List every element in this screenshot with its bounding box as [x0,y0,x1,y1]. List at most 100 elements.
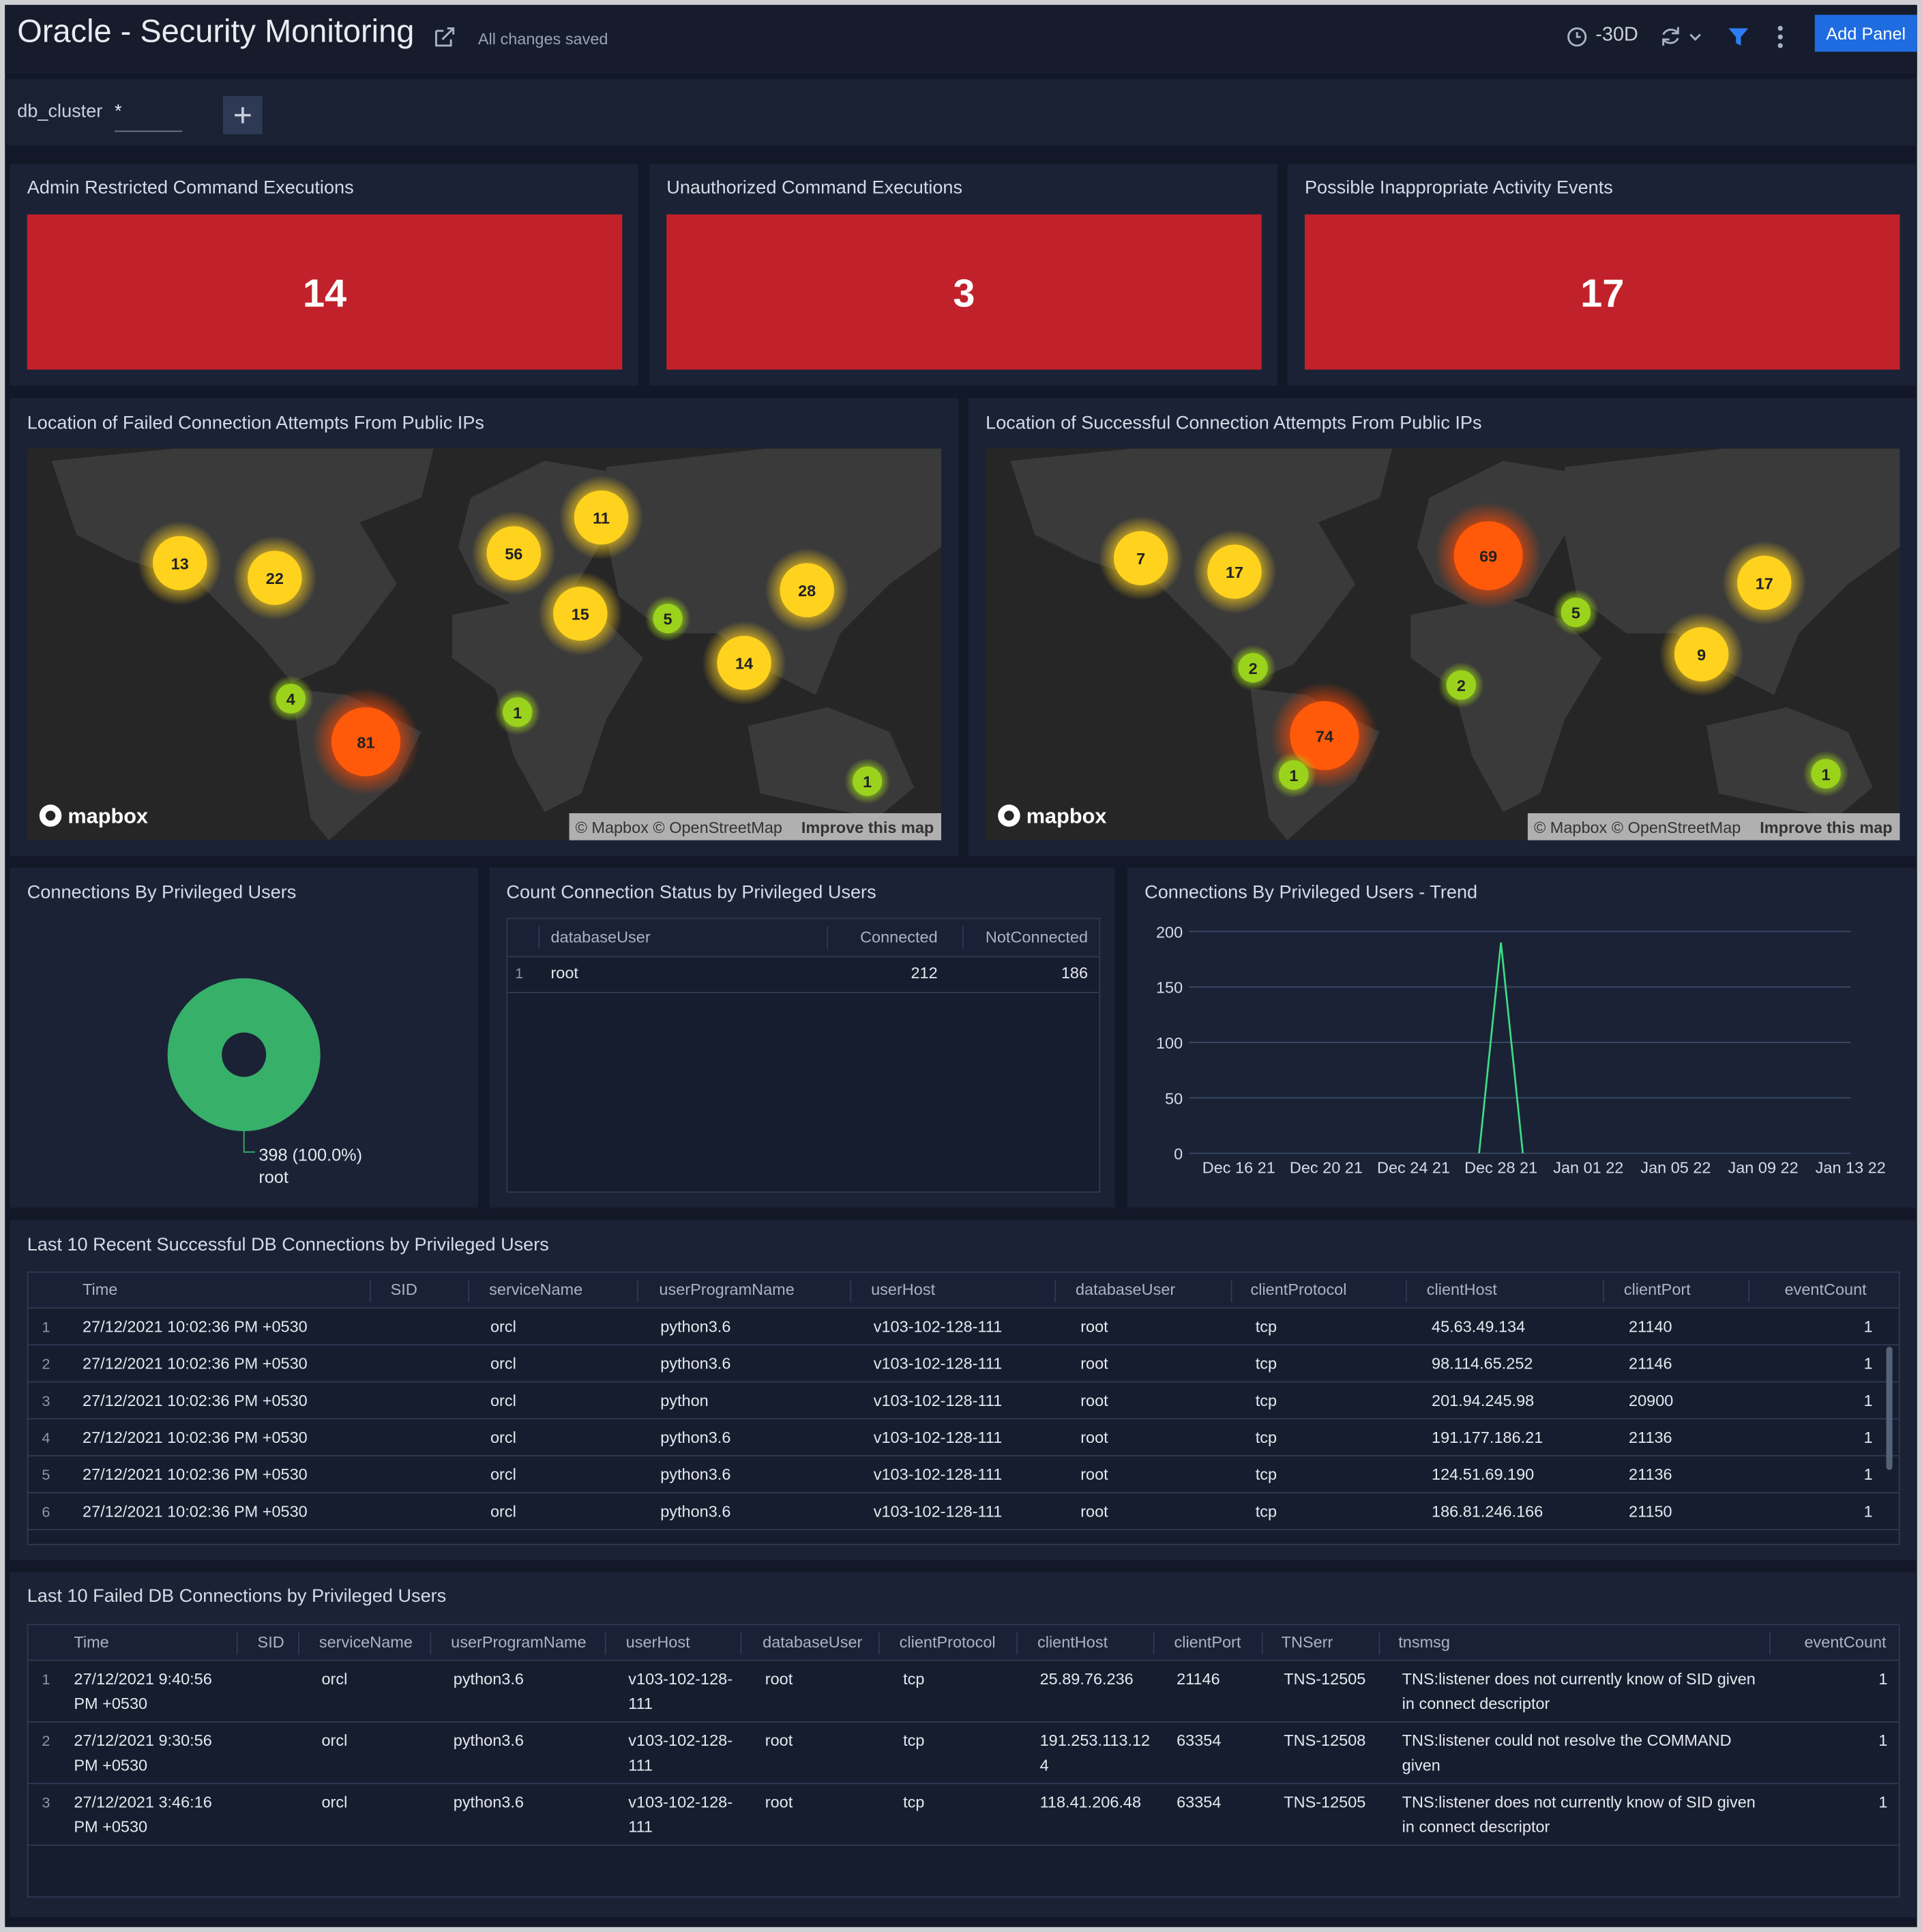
table-cell: tcp [1255,1317,1277,1336]
improve-map-link[interactable]: Improve this map [1760,819,1892,836]
row-index: 2 [42,1732,50,1750]
row-index: 5 [42,1466,50,1484]
table-cell: TNS-12505 [1284,1669,1366,1688]
table-cell: root [1080,1502,1108,1521]
map: 7 17 69 5 17 9 2 2 74 1 1 mapbox © Mapbox © OpenStre… [986,448,1900,840]
column-separator [740,1633,742,1655]
table-cell: 1 [1863,1502,1873,1521]
cluster [1207,544,1262,599]
cluster [1290,701,1359,770]
column-separator [369,1280,371,1303]
mapbox-logo: mapbox [68,804,148,828]
panel-title: Possible Inappropriate Activity Events [1304,177,1613,199]
table-cell: python3.6 [660,1465,731,1484]
column-header: userProgramName [659,1280,795,1299]
stat-box [1304,214,1900,370]
column-separator [430,1633,432,1655]
panel-title: Last 10 Failed DB Connections by Privile… [27,1585,447,1607]
cluster-label: 22 [266,570,284,587]
table-cell: root [1080,1353,1108,1373]
table-cell: orcl [490,1465,516,1484]
table-header-bg [507,919,1099,958]
table-cell: 1 [1863,1391,1873,1410]
column-separator [827,926,828,949]
table-cell: 1 [1878,1669,1888,1688]
cluster-label: 2 [1457,677,1466,694]
cluster [1674,627,1729,682]
table-cell: v103-102-128-111 [873,1317,1003,1336]
y-tick-label: 200 [1156,923,1183,941]
dashboard-title: Oracle - Security Monitoring [17,12,415,50]
column-separator [1261,1633,1263,1655]
filter-bar [5,78,1917,146]
cluster-label: 14 [735,655,753,673]
clock-icon[interactable] [1566,25,1591,49]
column-header: TNSerr [1281,1633,1333,1652]
table-row [28,1723,1899,1785]
improve-map-link[interactable]: Improve this map [801,819,934,836]
column-separator [1603,1280,1604,1303]
filter-value[interactable]: * [114,101,183,132]
cluster-label: 5 [1571,604,1580,622]
table-cell: 20900 [1629,1391,1674,1410]
refresh-icon[interactable] [1658,23,1710,50]
column-header: eventCount [1784,1280,1867,1299]
cluster [574,490,629,545]
time-range[interactable]: -30D [1595,25,1638,46]
mapbox-logo-dot [45,810,56,821]
table-cell: v103-102-128-111 [628,1792,733,1836]
column-separator [538,926,540,949]
column-separator [1378,1633,1380,1655]
column-header: databaseUser [550,927,651,947]
table-header-bg [28,1272,1899,1309]
line-series [1478,942,1524,1154]
table-cell: tcp [903,1731,925,1750]
cluster-label: 9 [1697,646,1706,664]
column-header: NotConnected [985,927,1089,947]
stat-value: 17 [1580,271,1625,316]
table-cell: 1 [1878,1792,1888,1811]
table-cell: TNS:listener could not resolve the COMMA… [1402,1731,1732,1774]
cluster [1238,653,1268,683]
table-cell: TNS-12505 [1284,1792,1366,1811]
cluster [276,684,306,714]
x-tick-label: Dec 20 21 [1290,1158,1363,1176]
add-panel-button[interactable]: Add Panel [1814,14,1917,52]
table-row [28,1420,1899,1457]
table-cell: root [765,1792,793,1811]
table-header-bg [28,1625,1899,1661]
column-separator [1230,1280,1232,1303]
more-icon[interactable] [1772,23,1789,50]
pie-chart: 398 (100.0%) root [167,978,362,1187]
column-header: tnsmsg [1398,1633,1450,1652]
landmass [1410,596,1602,813]
stat-value: 14 [302,271,347,316]
cluster-label: 13 [171,555,189,572]
table-cell: 1 [1863,1465,1873,1484]
column-separator [878,1633,880,1655]
table-cell: TNS:listener does not currently know of … [1402,1792,1756,1836]
table-cell: root [1080,1428,1108,1447]
table-cell: 124.51.69.190 [1432,1465,1535,1484]
add-filter-button[interactable] [222,96,263,134]
column-header: clientProtocol [899,1633,996,1652]
cluster [1279,760,1309,790]
cluster [553,586,608,641]
cluster [1446,670,1477,700]
table-cell: 27/12/2021 9:30:56 PM +0530 [74,1731,212,1774]
share-icon[interactable] [431,23,458,50]
table-cell: TNS-12508 [1284,1731,1366,1750]
table-cell: v103-102-128-111 [873,1353,1003,1373]
table-cell: orcl [490,1502,516,1521]
cluster-label: 1 [1822,765,1831,783]
y-tick-label: 100 [1156,1034,1183,1052]
row-index: 1 [515,965,524,982]
table-cell: orcl [321,1669,348,1688]
table-row [28,1493,1899,1531]
cluster-label: 1 [1289,767,1298,785]
table-cell: v103-102-128-111 [628,1731,733,1774]
filter-icon[interactable] [1725,23,1752,50]
column-header: Connected [860,927,938,947]
column-separator [1406,1280,1407,1303]
